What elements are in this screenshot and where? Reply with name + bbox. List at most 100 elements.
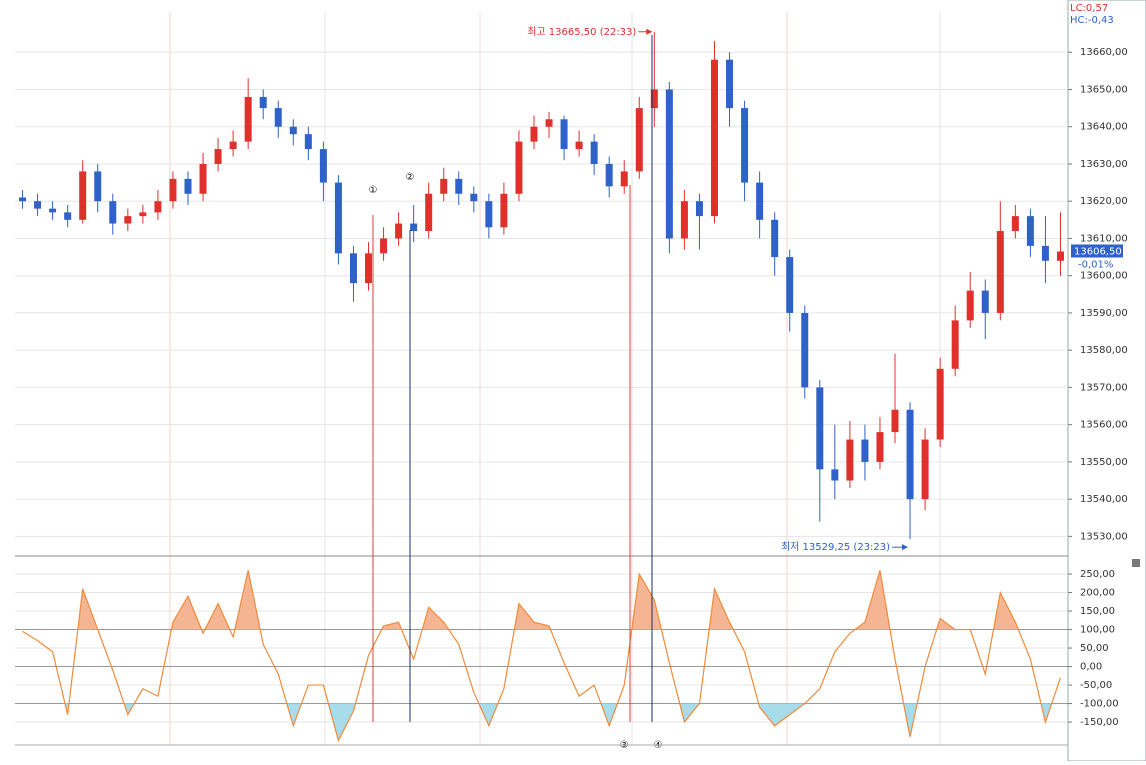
candle-body: [139, 212, 147, 217]
candle-body: [635, 108, 643, 172]
hc-label: HC:-0,43: [1070, 15, 1114, 26]
cci-line: [22, 570, 1062, 743]
y-tick-label: 50,00: [1080, 643, 1109, 654]
candle-body: [1011, 216, 1019, 231]
high-arrow-head: [646, 28, 653, 35]
candle-body: [154, 201, 162, 213]
y-tick-label: 13640,00: [1080, 122, 1128, 133]
candle-body: [710, 59, 718, 217]
candle-body: [214, 149, 222, 164]
high-annotation: 최고 13665,50 (22:33): [527, 26, 636, 38]
candle-body: [575, 141, 583, 150]
low-arrow-head: [902, 544, 909, 551]
candle-body: [19, 197, 27, 202]
candle-body: [620, 171, 628, 187]
event-marker: ②: [406, 172, 415, 183]
candle-body: [695, 201, 703, 217]
candle-body: [79, 171, 87, 220]
candle-body: [966, 290, 974, 321]
candle-body: [184, 178, 192, 194]
candle-body: [470, 193, 478, 202]
candle-body: [771, 219, 779, 258]
y-tick-label: 13650,00: [1080, 84, 1128, 95]
candle-body: [876, 432, 884, 462]
change-label: -0,01%: [1078, 259, 1113, 270]
candle-body: [380, 238, 388, 254]
y-tick-label: 13540,00: [1080, 494, 1128, 505]
candle-body: [605, 163, 613, 187]
y-tick-label: 13630,00: [1080, 159, 1128, 170]
candle-body: [1026, 216, 1034, 246]
candle-body: [530, 126, 538, 142]
y-tick-label: -150,00: [1080, 717, 1119, 728]
candle-body: [741, 108, 749, 183]
candle-body: [395, 223, 403, 239]
candle-body: [921, 439, 929, 500]
candle-body: [289, 126, 297, 135]
candle-body: [515, 141, 523, 194]
y-tick-label: 13600,00: [1080, 271, 1128, 282]
candle-body: [49, 208, 57, 213]
candle-body: [861, 439, 869, 462]
y-tick-label: 13620,00: [1080, 196, 1128, 207]
candle-body: [996, 231, 1004, 313]
candle-body: [259, 96, 267, 109]
candle-body: [34, 201, 42, 209]
y-tick-label: 200,00: [1080, 588, 1115, 599]
candle-body: [94, 171, 102, 202]
candle-body: [304, 134, 312, 150]
right-axis-panel: [1067, 0, 1146, 762]
y-tick-label: 250,00: [1080, 569, 1115, 580]
candle-body: [274, 108, 282, 127]
y-tick-label: 13560,00: [1080, 420, 1128, 431]
candle-body: [560, 119, 568, 150]
candle-body: [365, 253, 373, 284]
candle-body: [425, 193, 433, 231]
y-tick-label: 13660,00: [1080, 47, 1128, 58]
candle-body: [334, 182, 342, 254]
candle-body: [64, 212, 72, 220]
y-tick-label: 13550,00: [1080, 457, 1128, 468]
candle-body: [665, 89, 673, 239]
y-tick-label: -50,00: [1080, 680, 1112, 691]
candle-body: [891, 409, 899, 433]
candle-body: [410, 223, 418, 231]
oversold-fill: [22, 703, 1061, 741]
candle-body: [199, 163, 207, 194]
candle-body: [650, 89, 658, 109]
last-price-label: 13606,50: [1074, 246, 1122, 257]
y-tick-label: 13590,00: [1080, 308, 1128, 319]
candle-body: [981, 290, 989, 313]
y-tick-label: 150,00: [1080, 606, 1115, 617]
y-tick-label: 100,00: [1080, 625, 1115, 636]
candle-body: [319, 149, 327, 183]
candle-body: [500, 193, 508, 228]
y-tick-label: 13530,00: [1080, 531, 1128, 542]
candle-body: [801, 312, 809, 388]
candle-body: [124, 216, 132, 224]
candle-body: [906, 409, 914, 500]
y-tick-label: -100,00: [1080, 699, 1119, 710]
y-tick-label: 13610,00: [1080, 233, 1128, 244]
event-marker: ①: [369, 185, 378, 196]
candle-body: [229, 141, 237, 150]
y-tick-label: 0,00: [1080, 662, 1102, 673]
candle-body: [831, 469, 839, 481]
candle-body: [590, 141, 598, 164]
candle-body: [485, 201, 493, 228]
candle-body: [680, 201, 688, 239]
candle-body: [936, 368, 944, 440]
candle-body: [951, 320, 959, 369]
candle-body: [1056, 251, 1064, 261]
lc-label: LC:0,57: [1070, 3, 1108, 14]
candle-body: [169, 178, 177, 202]
candle-body: [545, 119, 553, 127]
candle-body: [455, 178, 463, 194]
candle-body: [1041, 245, 1049, 261]
plot: [19, 31, 1064, 743]
y-tick-label: 13570,00: [1080, 382, 1128, 393]
candle-body: [726, 59, 734, 109]
panel-button[interactable]: [1132, 559, 1140, 567]
